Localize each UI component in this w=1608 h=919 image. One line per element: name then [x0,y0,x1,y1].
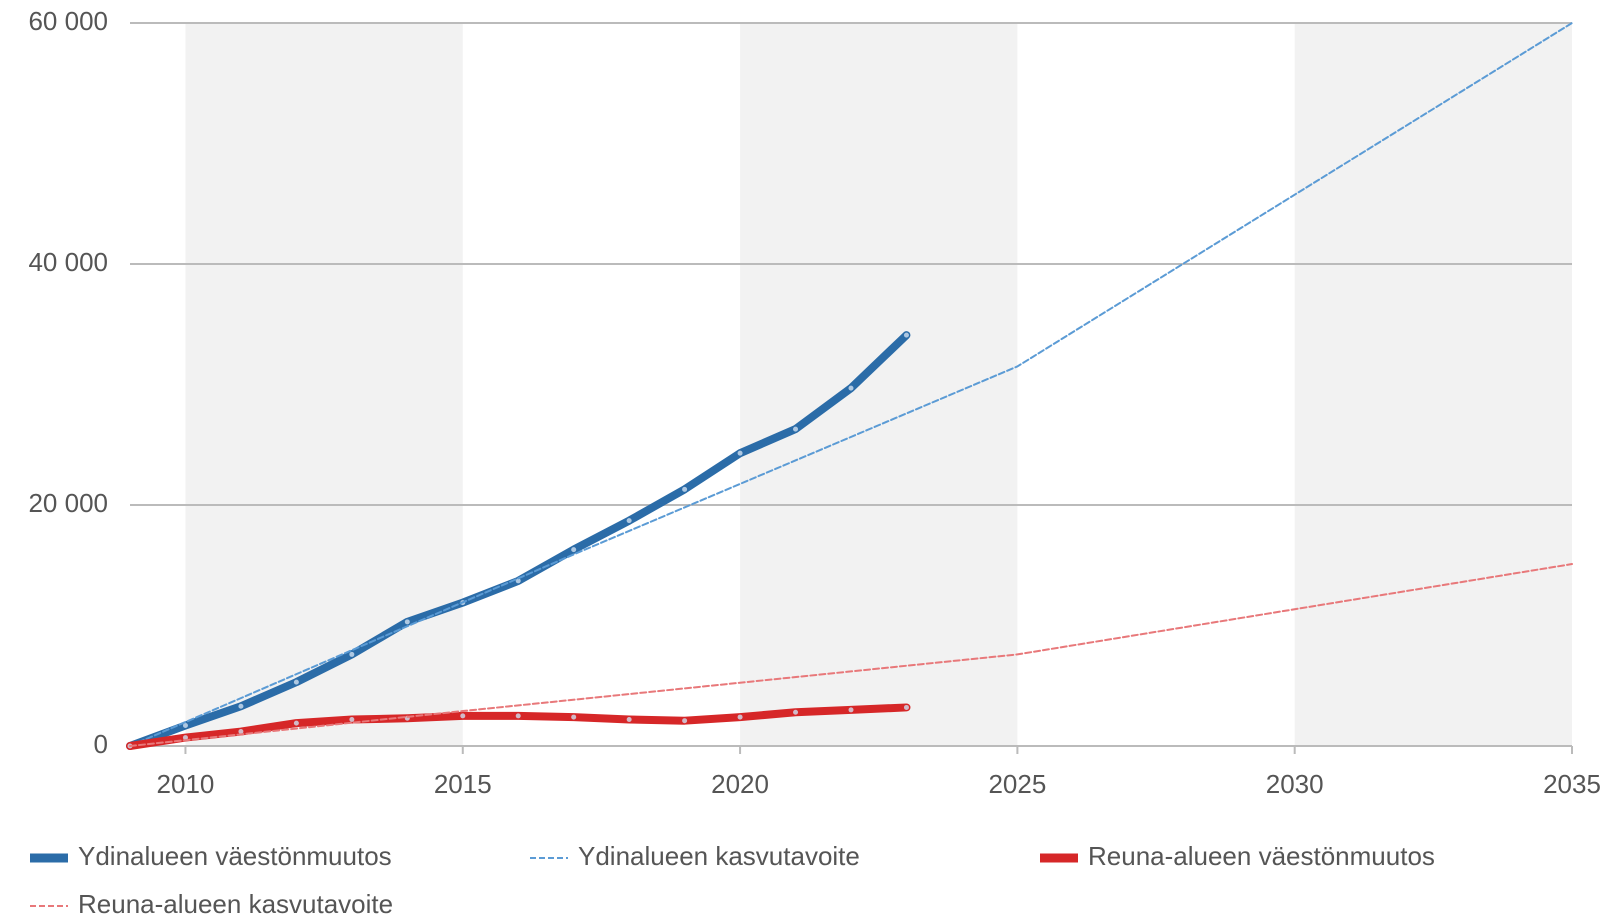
point [404,619,410,625]
x-tick-label: 2015 [434,769,492,799]
y-tick-label: 60 000 [28,6,108,36]
legend-label: Reuna-alueen väestönmuutos [1088,841,1435,871]
y-tick-label: 40 000 [28,247,108,277]
x-tick-label: 2010 [157,769,215,799]
point [793,709,799,715]
x-tick-label: 2035 [1543,769,1601,799]
band [185,23,463,746]
band [1294,23,1572,746]
band [740,23,1018,746]
legend-label: Ydinalueen väestönmuutos [78,841,392,871]
point [515,578,521,584]
point [182,723,188,729]
series-line [129,22,1573,747]
point [571,714,577,720]
point [903,332,909,338]
point [737,714,743,720]
point [238,703,244,709]
point [793,426,799,432]
point [460,713,466,719]
point [903,704,909,710]
point [293,679,299,685]
point [349,716,355,722]
point [626,716,632,722]
x-tick-label: 2030 [1266,769,1324,799]
point [571,547,577,553]
legend-label: Ydinalueen kasvutavoite [578,841,860,871]
point [682,718,688,724]
point [737,450,743,456]
x-tick-label: 2020 [711,769,769,799]
point [349,651,355,657]
y-tick-label: 0 [94,729,108,759]
series-line [129,563,1573,747]
point [238,729,244,735]
y-tick-label: 20 000 [28,488,108,518]
point [682,486,688,492]
point [293,720,299,726]
point [182,735,188,741]
x-tick-label: 2025 [988,769,1046,799]
point [848,707,854,713]
point [848,385,854,391]
point [626,518,632,524]
point [515,713,521,719]
legend-label: Reuna-alueen kasvutavoite [78,889,393,919]
